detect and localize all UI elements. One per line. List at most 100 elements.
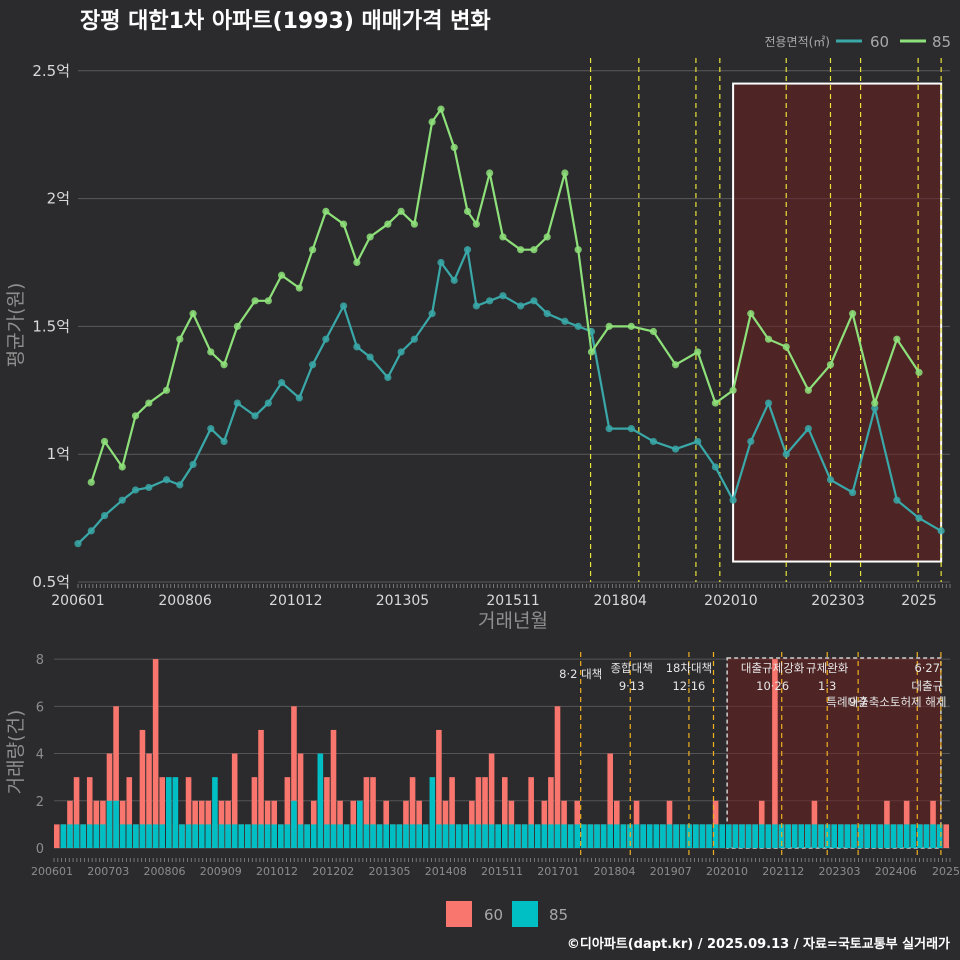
data-point-60 — [463, 246, 472, 254]
bar-85 — [633, 824, 640, 848]
bar-x-tick-label: 202112 — [762, 865, 804, 878]
data-point-60 — [131, 486, 140, 494]
bar-60 — [139, 729, 146, 848]
bar-85 — [357, 800, 363, 848]
bar-85 — [772, 824, 778, 848]
data-point-85 — [826, 361, 835, 369]
data-point-60 — [764, 399, 773, 407]
bar-60 — [93, 800, 100, 848]
bar-85 — [620, 824, 627, 848]
bar-85 — [264, 824, 271, 848]
bar-60 — [607, 753, 613, 848]
bar-85 — [548, 824, 554, 848]
bar-85 — [119, 824, 126, 848]
data-point-85 — [207, 348, 215, 356]
x-tick-label: 201305 — [376, 593, 429, 609]
bar-60 — [903, 800, 910, 848]
data-point-85 — [574, 246, 582, 254]
bar-x-tick-label: 201012 — [256, 865, 298, 878]
data-point-85 — [543, 233, 551, 241]
bar-60 — [383, 800, 389, 848]
x-axis-title: 거래년월 — [478, 610, 548, 632]
y-tick-label: 1.5억 — [32, 317, 70, 335]
policy-annotation: 6·27 — [914, 661, 940, 675]
bar-85 — [712, 824, 719, 848]
bar-60 — [554, 706, 561, 848]
bar-85 — [429, 777, 436, 848]
bar-85 — [376, 824, 383, 848]
data-point-60 — [322, 335, 330, 343]
bar-85 — [192, 824, 198, 848]
data-point-60 — [278, 379, 286, 387]
data-point-85 — [893, 335, 901, 343]
bar-60 — [350, 800, 357, 848]
data-point-60 — [450, 276, 458, 284]
x-tick-label: 202303 — [811, 593, 864, 609]
policy-annotation: 대출규제강화 — [741, 661, 805, 675]
bar-60 — [330, 729, 337, 848]
bar-60 — [488, 753, 495, 848]
bar-85 — [73, 824, 80, 848]
bar-policy-lines — [580, 652, 942, 858]
bar-60 — [54, 824, 60, 848]
data-point-60 — [353, 343, 361, 351]
data-point-85 — [162, 386, 171, 394]
bar-60 — [198, 800, 205, 848]
bar-60 — [297, 753, 304, 848]
data-point-60 — [649, 437, 658, 446]
main-axes: 200601 200806 201012 201305 201511 201804 2020… — [51, 584, 951, 609]
bar-85 — [225, 824, 231, 848]
bar-85 — [60, 824, 67, 848]
data-point-60 — [543, 310, 551, 318]
bar-x-tick-label: 201305 — [369, 865, 411, 878]
data-point-85 — [694, 348, 702, 356]
data-point-85 — [587, 348, 596, 356]
bar-85 — [185, 824, 192, 848]
bar-85 — [317, 753, 324, 848]
bar-60 — [370, 777, 376, 848]
bar-60 — [416, 800, 422, 848]
bar-85 — [297, 824, 304, 848]
policy-annotation: 8·2 대책 — [559, 667, 602, 681]
bar-85 — [337, 824, 343, 848]
data-point-85 — [517, 246, 525, 254]
data-point-85 — [131, 412, 140, 420]
x-tick-label: 201511 — [486, 593, 539, 609]
bar-60 — [159, 777, 165, 848]
data-point-85 — [605, 322, 613, 330]
data-point-85 — [220, 361, 228, 369]
data-point-60 — [627, 425, 635, 433]
bar-85 — [758, 824, 765, 848]
main-series — [74, 105, 945, 548]
data-point-85 — [233, 322, 241, 330]
data-point-85 — [627, 322, 635, 330]
data-point-60 — [729, 496, 737, 504]
bar-85 — [844, 824, 851, 848]
bar-60 — [205, 800, 212, 848]
bar-85 — [910, 824, 917, 848]
y-tick-label: 2.5억 — [32, 62, 70, 80]
bar-x-tick-label: 202010 — [706, 865, 748, 878]
data-point-60 — [366, 353, 374, 361]
data-point-85 — [711, 399, 720, 407]
bar-85 — [475, 824, 482, 848]
bar-85 — [218, 824, 225, 848]
bar-85 — [251, 824, 258, 848]
bar-85 — [284, 824, 291, 848]
policy-annotation: 토허제 해제 — [890, 695, 947, 709]
data-point-85 — [145, 399, 153, 407]
policy-annotation: 특례대출축소 — [826, 695, 889, 709]
bar-60 — [475, 777, 482, 848]
data-point-85 — [308, 246, 317, 254]
data-point-85 — [804, 386, 812, 394]
bar-60 — [508, 800, 515, 848]
bar-60 — [528, 777, 534, 848]
bar-60 — [482, 777, 488, 848]
bar-85 — [785, 824, 791, 848]
policy-annotation: 대출규 — [911, 679, 943, 693]
policy-annotation: 규제완화 — [806, 661, 849, 675]
bar-85 — [818, 824, 824, 848]
bar-85 — [640, 824, 646, 848]
bar-85 — [139, 824, 146, 848]
bar-y-axis-title: 거래량(건) — [5, 710, 27, 795]
